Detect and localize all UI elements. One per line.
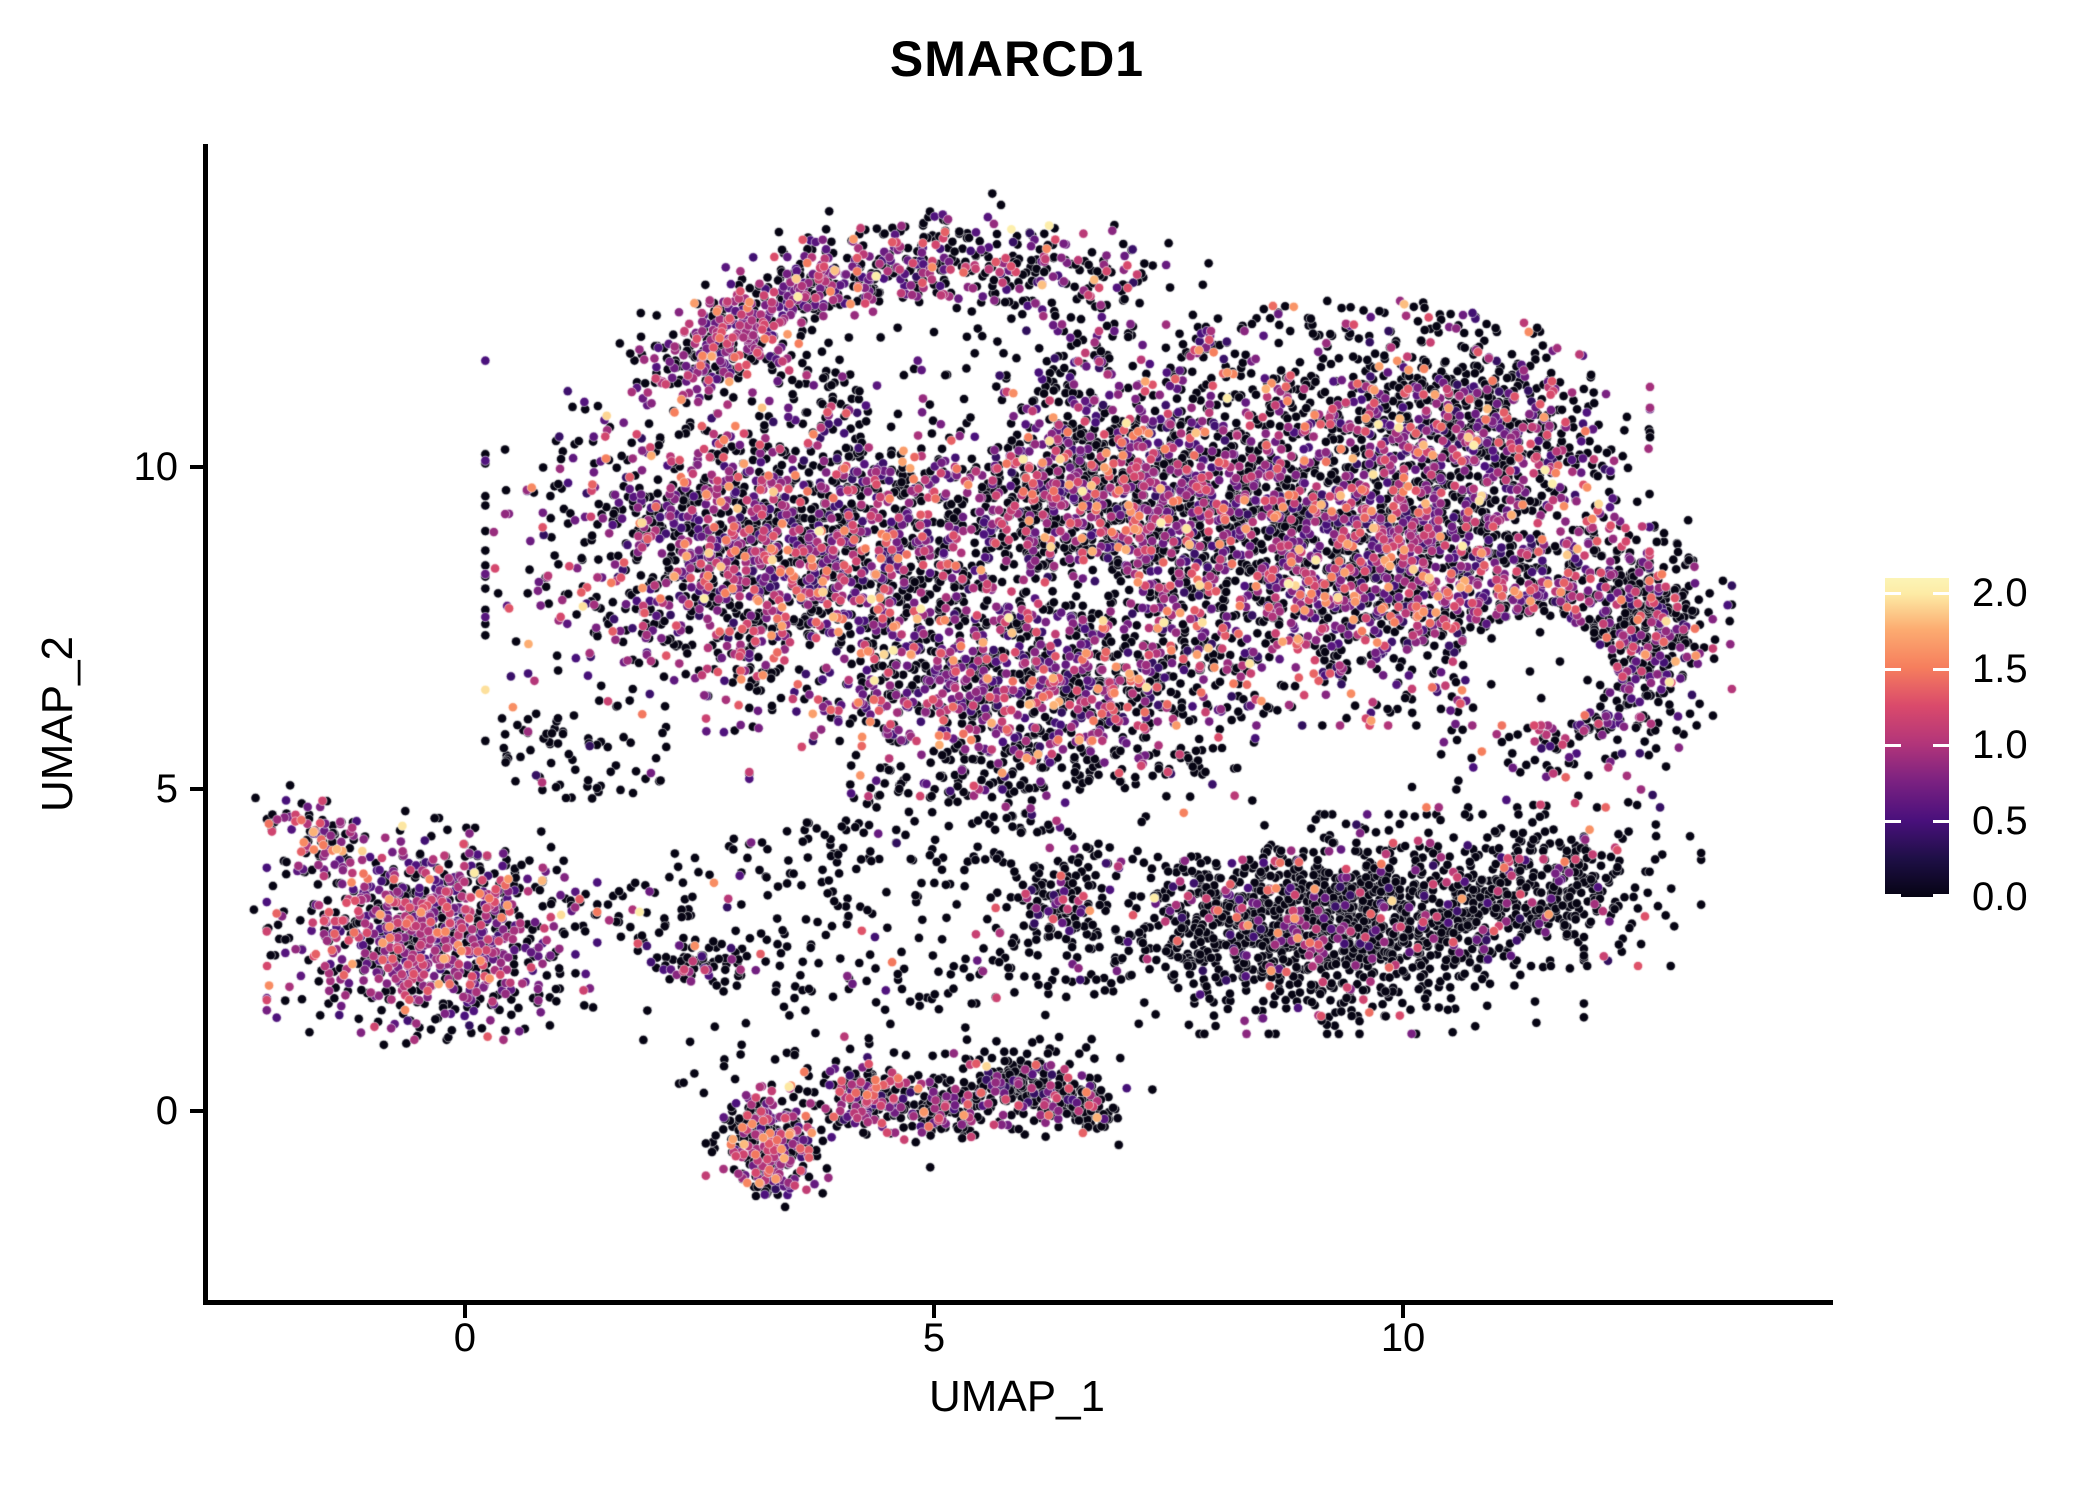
x-tick-label: 0 bbox=[453, 1316, 476, 1360]
colorbar-tick-dash bbox=[1933, 744, 1949, 748]
colorbar-tick-label: 1.0 bbox=[1972, 723, 2028, 768]
colorbar-tick-dash bbox=[1933, 820, 1949, 824]
colorbar bbox=[1885, 578, 1949, 897]
y-tick-mark bbox=[190, 786, 203, 791]
colorbar-tick-label: 0.0 bbox=[1972, 875, 2028, 919]
y-tick-mark bbox=[190, 465, 203, 470]
x-axis-line bbox=[203, 1300, 1833, 1305]
colorbar-tick-dash bbox=[1885, 592, 1901, 596]
colorbar-tick-dash bbox=[1933, 668, 1949, 672]
y-axis-title: UMAP_2 bbox=[33, 635, 82, 813]
colorbar-tick-dash bbox=[1933, 894, 1949, 897]
y-tick-label: 10 bbox=[133, 445, 179, 490]
colorbar-tick-dash bbox=[1885, 820, 1901, 824]
x-tick-mark bbox=[1401, 1305, 1406, 1318]
x-axis-title: UMAP_1 bbox=[928, 1372, 1106, 1421]
y-tick-mark bbox=[190, 1108, 203, 1113]
x-tick-label: 10 bbox=[1380, 1316, 1426, 1360]
colorbar-gradient bbox=[1885, 578, 1949, 897]
y-tick-label: 5 bbox=[155, 766, 178, 811]
x-tick-mark bbox=[931, 1305, 936, 1318]
y-tick-label: 0 bbox=[155, 1088, 178, 1133]
x-tick-label: 5 bbox=[922, 1316, 946, 1360]
colorbar-tick-dash bbox=[1933, 592, 1949, 596]
colorbar-tick-label: 0.5 bbox=[1972, 799, 2028, 844]
y-axis-line bbox=[203, 144, 208, 1305]
colorbar-tick-label: 2.0 bbox=[1972, 571, 2028, 616]
colorbar-tick-dash bbox=[1885, 668, 1901, 672]
x-tick-mark bbox=[462, 1305, 467, 1318]
colorbar-tick-dash bbox=[1885, 744, 1901, 748]
colorbar-tick-label: 1.5 bbox=[1972, 647, 2028, 692]
colorbar-tick-dash bbox=[1885, 894, 1901, 897]
